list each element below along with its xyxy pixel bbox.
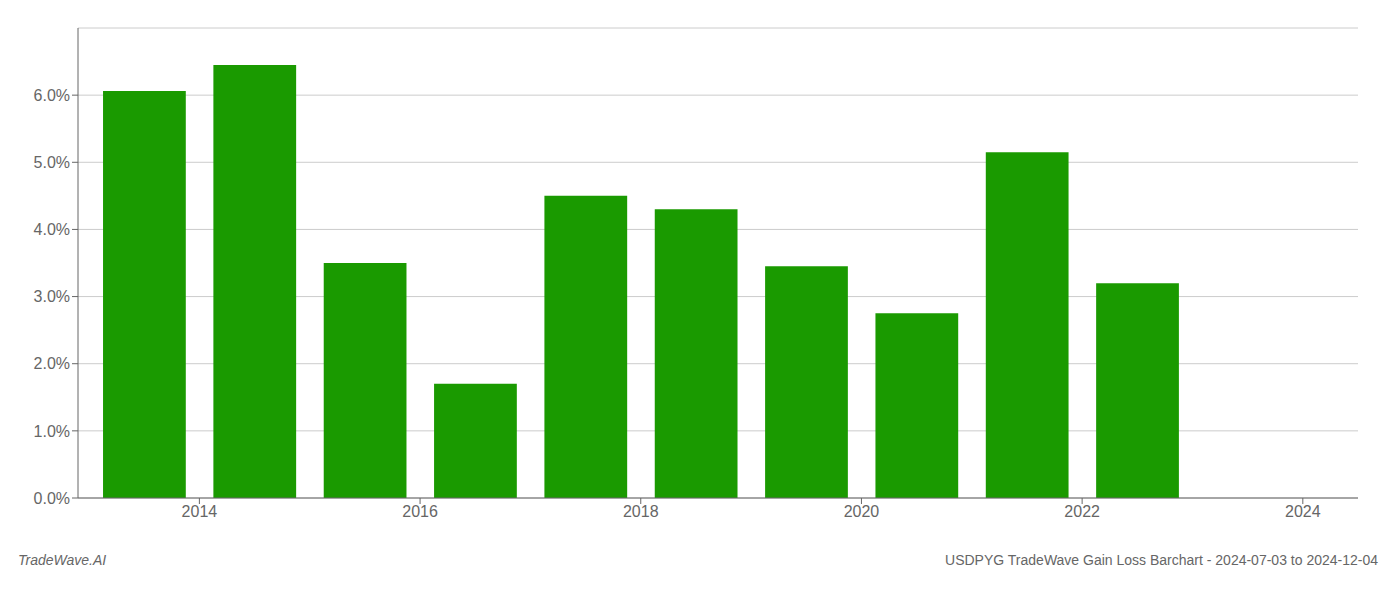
html-text:USDPYG TradeWave Gain Loss Bar: USDPYG TradeWave Gain Loss Barchart - 20…	[945, 552, 1378, 568]
svg-text:6.0%: 6.0%	[34, 87, 70, 104]
svg-text:2020: 2020	[844, 503, 880, 520]
svg-text:0.0%: 0.0%	[34, 490, 70, 507]
svg-text:2018: 2018	[623, 503, 659, 520]
svg-text:2022: 2022	[1064, 503, 1100, 520]
svg-text:2014: 2014	[182, 503, 218, 520]
svg-text:2024: 2024	[1285, 503, 1321, 520]
svg-text:3.0%: 3.0%	[34, 288, 70, 305]
svg-text:4.0%: 4.0%	[34, 221, 70, 238]
html-text:TradeWave.AI: TradeWave.AI	[18, 552, 107, 568]
svg-text:5.0%: 5.0%	[34, 154, 70, 171]
svg-text:2.0%: 2.0%	[34, 355, 70, 372]
svg-text:2016: 2016	[402, 503, 438, 520]
svg-text:1.0%: 1.0%	[34, 423, 70, 440]
